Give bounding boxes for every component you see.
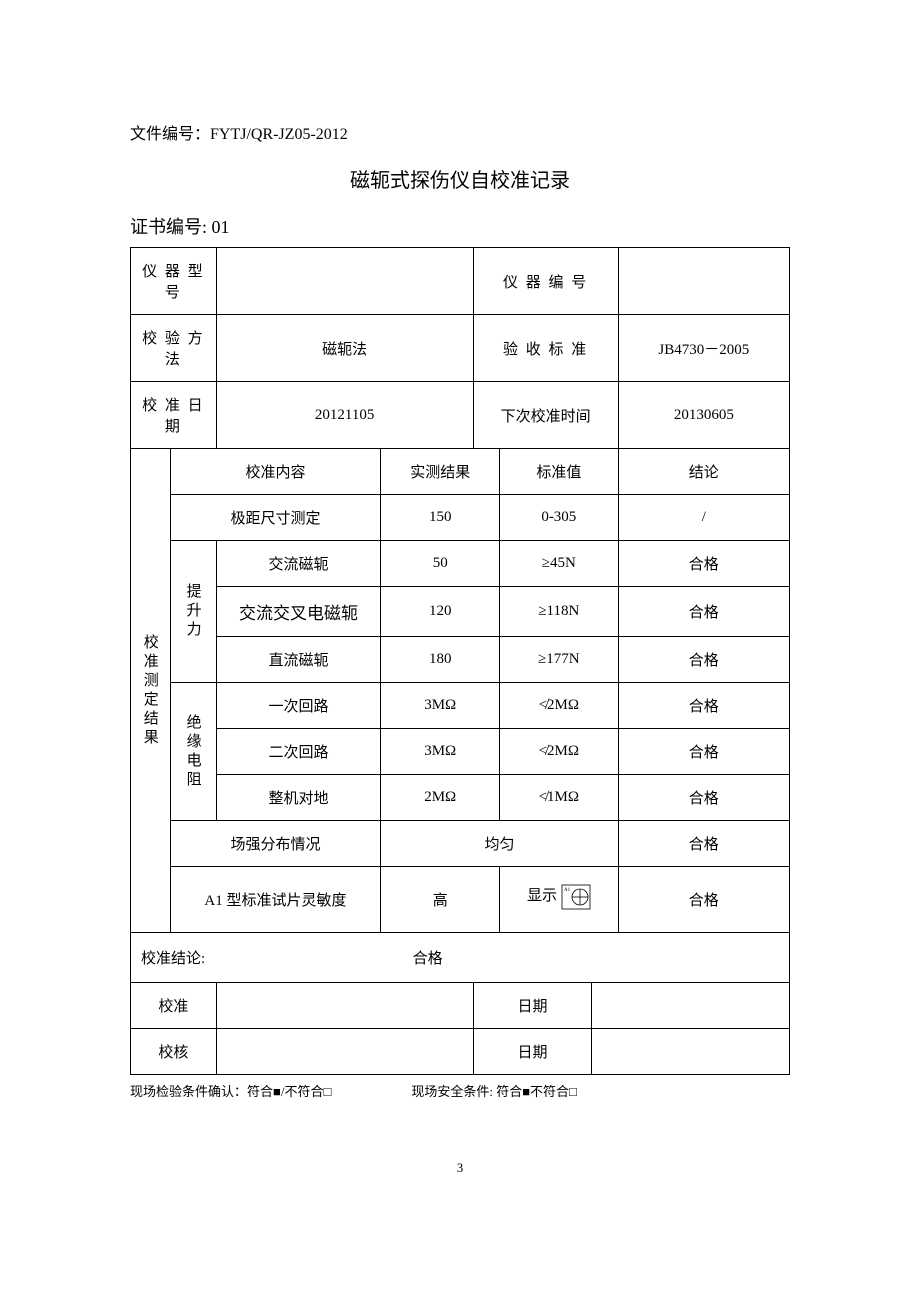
ac-yoke-label: 交流磁轭 bbox=[216, 541, 381, 587]
side-label: 校准测定结果 bbox=[131, 449, 171, 933]
document-number: 文件编号：FYTJ/QR-JZ05-2012 bbox=[130, 120, 790, 144]
field-dist-value: 均匀 bbox=[381, 821, 618, 867]
col-standard: 标准值 bbox=[500, 449, 619, 495]
cal-sig-label: 校准 bbox=[131, 983, 217, 1029]
footer-note-1: 现场检验条件确认：符合■/不符合□ bbox=[130, 1081, 331, 1100]
col-measured: 实测结果 bbox=[381, 449, 500, 495]
table-row: A1 型标准试片灵敏度 高 显示 A1 合格 bbox=[131, 867, 790, 933]
field-dist-label: 场强分布情况 bbox=[170, 821, 381, 867]
table-row: 校准结论: 合格 bbox=[131, 933, 790, 983]
dc-yoke-label: 直流磁轭 bbox=[216, 637, 381, 683]
acceptance-standard-value: JB4730－2005 bbox=[618, 315, 789, 382]
next-cal-label: 下次校准时间 bbox=[473, 382, 618, 449]
ac-cross-measured: 120 bbox=[381, 587, 500, 637]
a1-label: A1 型标准试片灵敏度 bbox=[170, 867, 381, 933]
polar-distance-measured: 150 bbox=[381, 495, 500, 541]
table-row: 校核 日期 bbox=[131, 1029, 790, 1075]
svg-text:A1: A1 bbox=[564, 888, 571, 893]
table-row: 二次回路 3MΩ ≮2MΩ 合格 bbox=[131, 729, 790, 775]
table-row: 提升力 交流磁轭 50 ≥45N 合格 bbox=[131, 541, 790, 587]
table-row: 极距尺寸测定 150 0-305 / bbox=[131, 495, 790, 541]
a1-standard-prefix: 显示 bbox=[527, 888, 557, 904]
ac-cross-standard: ≥118N bbox=[500, 587, 619, 637]
secondary-loop-conclusion: 合格 bbox=[618, 729, 789, 775]
table-row: 直流磁轭 180 ≥177N 合格 bbox=[131, 637, 790, 683]
table-row: 校准测定结果 校准内容 实测结果 标准值 结论 bbox=[131, 449, 790, 495]
ground-measured: 2MΩ bbox=[381, 775, 500, 821]
dc-yoke-measured: 180 bbox=[381, 637, 500, 683]
check-method-label: 校 验 方 法 bbox=[131, 315, 217, 382]
secondary-loop-standard: ≮2MΩ bbox=[500, 729, 619, 775]
polar-distance-standard: 0-305 bbox=[500, 495, 619, 541]
ac-cross-label: 交流交叉电磁轭 bbox=[216, 587, 381, 637]
check-sig-value bbox=[216, 1029, 473, 1075]
secondary-loop-label: 二次回路 bbox=[216, 729, 381, 775]
ground-conclusion: 合格 bbox=[618, 775, 789, 821]
check-sig-label: 校核 bbox=[131, 1029, 217, 1075]
primary-loop-standard: ≮2MΩ bbox=[500, 683, 619, 729]
instrument-model-label: 仪 器 型 号 bbox=[131, 248, 217, 315]
table-row: 校 准 日 期 20121105 下次校准时间 20130605 bbox=[131, 382, 790, 449]
cal-date-label: 校 准 日 期 bbox=[131, 382, 217, 449]
table-row: 整机对地 2MΩ ≮1MΩ 合格 bbox=[131, 775, 790, 821]
field-dist-conclusion: 合格 bbox=[618, 821, 789, 867]
a1-standard: 显示 A1 bbox=[500, 867, 619, 933]
ac-yoke-measured: 50 bbox=[381, 541, 500, 587]
col-conclusion: 结论 bbox=[618, 449, 789, 495]
cal-sig-value bbox=[216, 983, 473, 1029]
polar-distance-conclusion: / bbox=[618, 495, 789, 541]
acceptance-standard-label: 验 收 标 准 bbox=[473, 315, 618, 382]
a1-conclusion: 合格 bbox=[618, 867, 789, 933]
col-content: 校准内容 bbox=[170, 449, 381, 495]
date-label-2: 日期 bbox=[473, 1029, 592, 1075]
table-row: 交流交叉电磁轭 120 ≥118N 合格 bbox=[131, 587, 790, 637]
primary-loop-measured: 3MΩ bbox=[381, 683, 500, 729]
footer-note-2: 现场安全条件: 符合■不符合□ bbox=[411, 1081, 577, 1100]
insul-group-label: 绝缘电阻 bbox=[170, 683, 216, 821]
page-title: 磁轭式探伤仪自校准记录 bbox=[130, 164, 790, 193]
cal-date-value: 20121105 bbox=[216, 382, 473, 449]
ac-cross-conclusion: 合格 bbox=[618, 587, 789, 637]
page-number: 3 bbox=[130, 1160, 790, 1176]
table-row: 校准 日期 bbox=[131, 983, 790, 1029]
calibration-table: 仪 器 型 号 仪 器 编 号 校 验 方 法 磁轭法 验 收 标 准 JB47… bbox=[130, 247, 790, 1075]
date-label-1: 日期 bbox=[473, 983, 592, 1029]
final-conclusion-value: 合格 bbox=[413, 951, 443, 967]
primary-loop-conclusion: 合格 bbox=[618, 683, 789, 729]
final-conclusion-label: 校准结论: bbox=[141, 951, 205, 967]
polar-distance-label: 极距尺寸测定 bbox=[170, 495, 381, 541]
dc-yoke-conclusion: 合格 bbox=[618, 637, 789, 683]
instrument-number-label: 仪 器 编 号 bbox=[473, 248, 618, 315]
instrument-number-value bbox=[618, 248, 789, 315]
next-cal-value: 20130605 bbox=[618, 382, 789, 449]
ground-label: 整机对地 bbox=[216, 775, 381, 821]
instrument-model-value bbox=[216, 248, 473, 315]
ac-yoke-conclusion: 合格 bbox=[618, 541, 789, 587]
check-method-value: 磁轭法 bbox=[216, 315, 473, 382]
certificate-number: 证书编号: 01 bbox=[130, 213, 790, 239]
lift-group-label: 提升力 bbox=[170, 541, 216, 683]
table-row: 仪 器 型 号 仪 器 编 号 bbox=[131, 248, 790, 315]
a1-measured: 高 bbox=[381, 867, 500, 933]
ground-standard: ≮1MΩ bbox=[500, 775, 619, 821]
table-row: 绝缘电阻 一次回路 3MΩ ≮2MΩ 合格 bbox=[131, 683, 790, 729]
footer-notes: 现场检验条件确认：符合■/不符合□ 现场安全条件: 符合■不符合□ bbox=[130, 1081, 790, 1100]
dc-yoke-standard: ≥177N bbox=[500, 637, 619, 683]
primary-loop-label: 一次回路 bbox=[216, 683, 381, 729]
crosshair-icon: A1 bbox=[561, 884, 591, 915]
date-value-2 bbox=[592, 1029, 790, 1075]
table-row: 场强分布情况 均匀 合格 bbox=[131, 821, 790, 867]
final-conclusion-row: 校准结论: 合格 bbox=[131, 933, 790, 983]
date-value-1 bbox=[592, 983, 790, 1029]
table-row: 校 验 方 法 磁轭法 验 收 标 准 JB4730－2005 bbox=[131, 315, 790, 382]
secondary-loop-measured: 3MΩ bbox=[381, 729, 500, 775]
ac-yoke-standard: ≥45N bbox=[500, 541, 619, 587]
